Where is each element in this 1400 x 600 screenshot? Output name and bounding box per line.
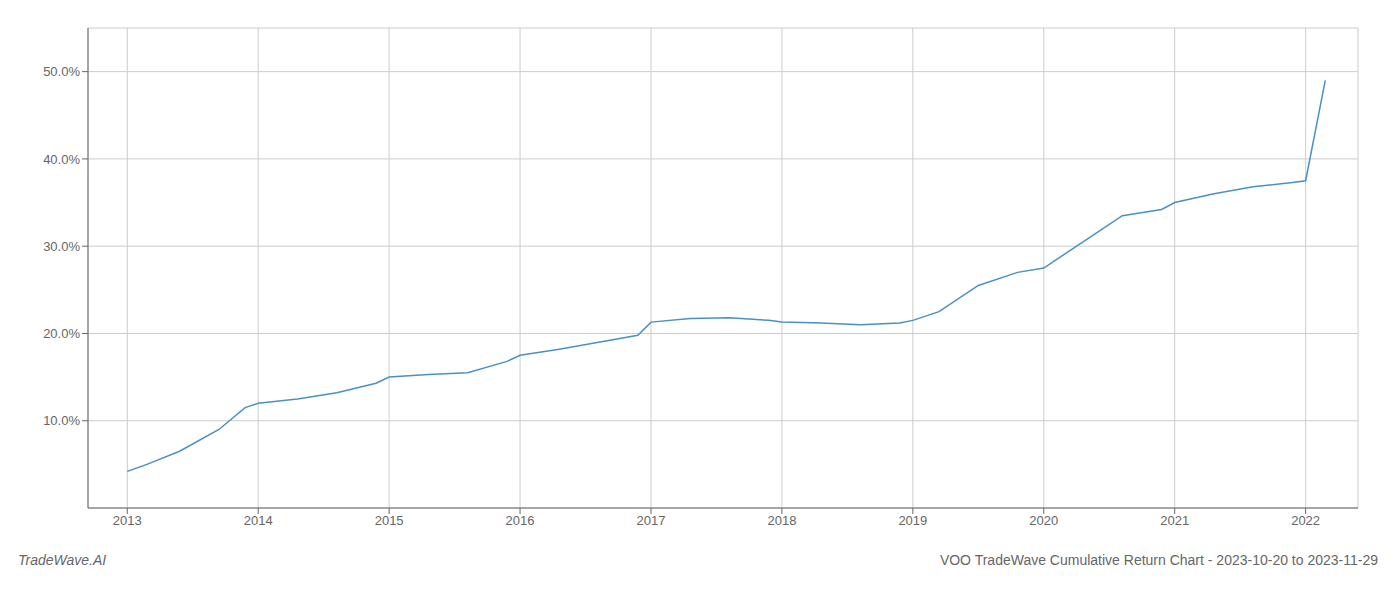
- svg-text:2020: 2020: [1029, 513, 1058, 528]
- html-text:TradeWave.AI: TradeWave.AI: [18, 552, 107, 568]
- svg-text:2019: 2019: [898, 513, 927, 528]
- svg-text:2017: 2017: [637, 513, 666, 528]
- svg-text:50.0%: 50.0%: [43, 64, 80, 79]
- svg-text:40.0%: 40.0%: [43, 152, 80, 167]
- html-text:VOO TradeWave Cumulative Retur: VOO TradeWave Cumulative Return Chart - …: [939, 552, 1378, 568]
- svg-text:20.0%: 20.0%: [43, 326, 80, 341]
- svg-text:2013: 2013: [113, 513, 142, 528]
- svg-text:2021: 2021: [1160, 513, 1189, 528]
- svg-text:2018: 2018: [767, 513, 796, 528]
- svg-text:2016: 2016: [506, 513, 535, 528]
- svg-text:2014: 2014: [244, 513, 273, 528]
- svg-text:30.0%: 30.0%: [43, 239, 80, 254]
- svg-text:10.0%: 10.0%: [43, 413, 80, 428]
- svg-text:2015: 2015: [375, 513, 404, 528]
- svg-text:2022: 2022: [1291, 513, 1320, 528]
